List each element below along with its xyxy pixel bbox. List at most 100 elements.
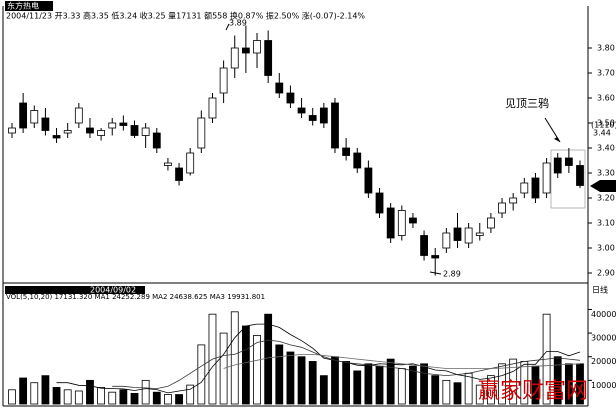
candle-body (409, 217, 417, 224)
volume-bar (130, 392, 139, 405)
volume-bar (498, 363, 506, 405)
volume-bar (386, 358, 395, 405)
y-tick-label: 3.10 (597, 219, 615, 228)
ma-line (223, 354, 581, 369)
candle-body (319, 107, 328, 124)
volume-bar (119, 389, 128, 405)
volume-bar (442, 379, 451, 405)
volume-bar (108, 391, 117, 405)
ma-line (56, 323, 581, 394)
volume-bar (164, 394, 172, 405)
volume-bar (364, 363, 373, 405)
y-tick-label: 3.00 (597, 244, 615, 253)
candle-body (464, 227, 473, 244)
volume-bar (264, 313, 273, 405)
candle-body (308, 115, 317, 121)
volume-bar (353, 370, 362, 405)
date-bar (5, 286, 145, 294)
high-label: 3.89 (229, 19, 247, 28)
volume-bar (420, 363, 428, 405)
candle-body (119, 122, 128, 126)
candle-body (186, 152, 195, 174)
candle-body (397, 210, 406, 236)
volume-bar (86, 379, 94, 405)
candle-body (542, 162, 551, 194)
candle-body (342, 147, 351, 156)
volume-bar (331, 356, 339, 405)
volume-bar (564, 363, 573, 405)
volume-bar (253, 335, 261, 405)
volume-bar (275, 344, 284, 405)
y-tick-label: 2.90 (597, 269, 615, 278)
candle-body (453, 227, 462, 241)
candle-body (331, 102, 339, 149)
volume-bar (297, 356, 306, 405)
volume-bar (8, 389, 16, 405)
candle-body (253, 40, 261, 54)
high-pointer (225, 23, 230, 31)
candle-body (86, 127, 94, 134)
period-label: 日线 (592, 285, 608, 295)
y-tick-label: 300000 (591, 334, 616, 343)
volume-bar (186, 384, 195, 405)
volume-bar (19, 377, 28, 405)
annotation: 见顶三鸦 (505, 96, 549, 110)
volume-bar (141, 379, 150, 405)
volume-bar (453, 382, 462, 405)
candle-body (175, 167, 183, 181)
low-label: 2.89 (443, 270, 461, 279)
volume-bar (475, 384, 484, 405)
candle-body (108, 122, 117, 129)
volume-info: VOL(5,10,20) 17131.320 MA1 24252.289 MA2… (6, 293, 265, 301)
y-tick-label: 3.50 (597, 119, 615, 128)
candle-body (19, 102, 28, 129)
candle-body (420, 235, 428, 256)
candle-body (230, 47, 239, 69)
y-tick-label: 3.70 (597, 69, 615, 78)
candle-body (297, 107, 306, 114)
y-tick-label: 100000 (591, 381, 616, 390)
axis-note: 3.44 (593, 129, 611, 138)
y-tick-label: 3.40 (597, 144, 615, 153)
candle-body (442, 232, 451, 249)
volume-bar (41, 375, 50, 405)
volume-bar (319, 375, 328, 405)
info-line: 2004/11/23 开3.33 高3.35 低3.24 收3.25 量1713… (6, 11, 365, 21)
candle-body (264, 40, 273, 76)
ma-line (112, 339, 581, 390)
volume-bar (152, 391, 161, 405)
candle-body (275, 82, 284, 94)
candle-body (375, 192, 384, 214)
candle-body (509, 197, 518, 204)
volume-bar (375, 365, 384, 405)
candle-body (30, 110, 39, 124)
volume-bar (409, 365, 417, 405)
highlight-box (550, 149, 586, 209)
volume-bar (30, 382, 39, 405)
y-tick-label: 3.60 (597, 94, 615, 103)
y-tick-label: 3.20 (597, 194, 615, 203)
candle-body (286, 92, 295, 104)
volume-bar (464, 372, 473, 405)
candle-body (475, 232, 484, 236)
axis-note: (1110) (591, 121, 616, 130)
candle-body (576, 165, 584, 186)
volume-bar (74, 390, 83, 405)
y-tick-label: 3.30 (597, 169, 615, 178)
y-tick-label: 200000 (591, 357, 616, 366)
volume-bar (553, 356, 562, 405)
candle-body (431, 255, 440, 259)
candle-body (353, 152, 362, 169)
volume-bar (509, 358, 518, 405)
candle-body (386, 207, 395, 239)
watermark: 赢家财富网 (478, 379, 588, 404)
candle-body (520, 182, 529, 194)
volume-bar (219, 332, 228, 405)
volume-bar (97, 387, 105, 405)
candle-body (197, 117, 206, 149)
candle-body (208, 97, 217, 119)
candle-body (8, 127, 16, 134)
chart-title: 东方热电 (7, 1, 39, 11)
